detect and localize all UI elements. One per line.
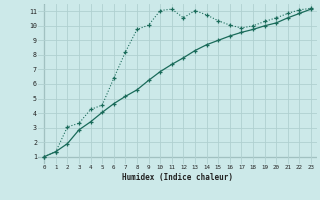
- X-axis label: Humidex (Indice chaleur): Humidex (Indice chaleur): [122, 173, 233, 182]
